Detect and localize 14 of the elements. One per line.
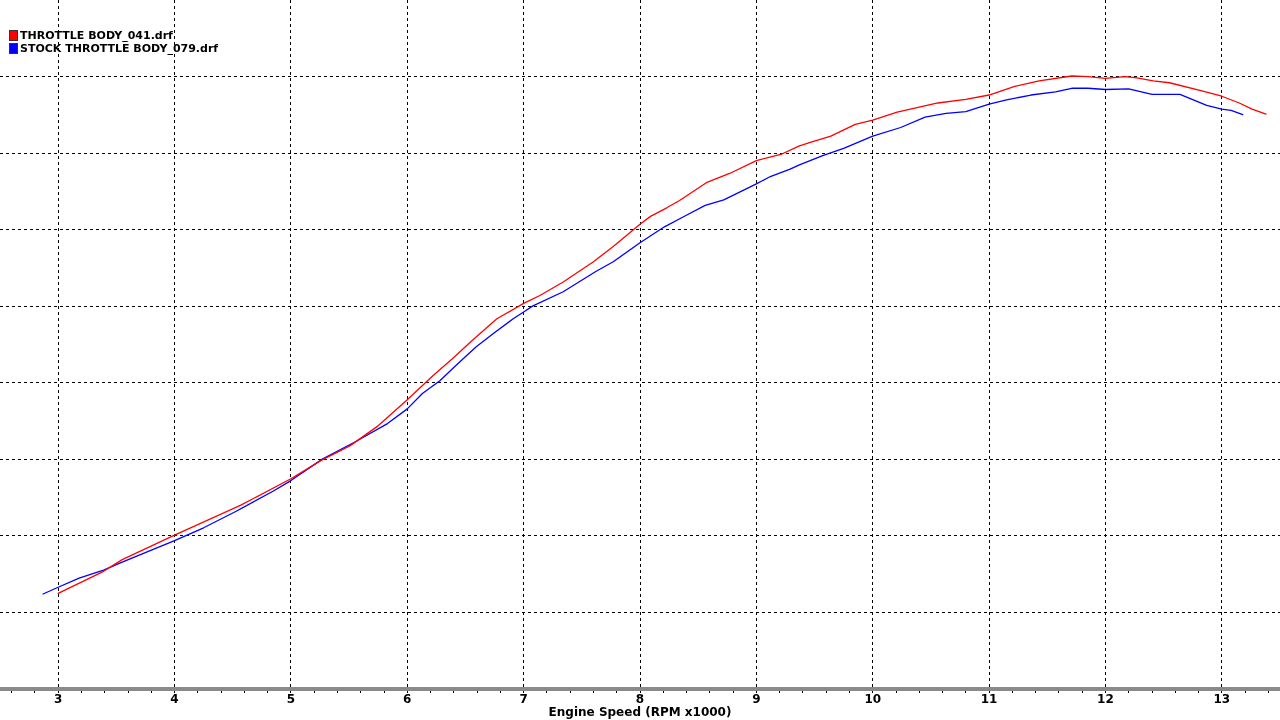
x-tick-label: 6 (403, 692, 412, 707)
legend-label: THROTTLE BODY_041.drf (20, 29, 173, 42)
x-tick-label: 13 (1213, 692, 1231, 707)
x-tick-label: 5 (286, 692, 296, 707)
x-axis-title: Engine Speed (RPM x1000) (548, 705, 732, 720)
x-tick-label: 4 (170, 692, 179, 707)
x-tick-label: 3 (54, 692, 63, 707)
x-tick-label: 9 (752, 692, 761, 707)
x-tick-label: 10 (864, 692, 882, 707)
x-tick-label: 8 (635, 692, 645, 707)
x-tick-label: 7 (519, 692, 528, 707)
x-tick-label: 12 (1097, 692, 1114, 707)
legend-label: STOCK THROTTLE BODY_079.drf (20, 42, 219, 55)
x-tick-label: 11 (980, 692, 998, 707)
